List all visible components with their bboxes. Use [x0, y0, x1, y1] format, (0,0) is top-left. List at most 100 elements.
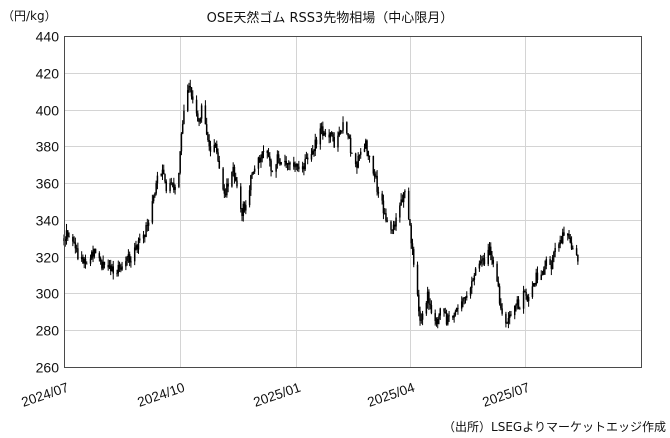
candle-body	[492, 260, 495, 264]
candle-body	[112, 266, 114, 274]
candle-body	[197, 113, 199, 122]
candle-body	[558, 244, 560, 249]
candle-body	[411, 243, 414, 250]
candle-body	[541, 274, 544, 276]
y-tick-label: 400	[36, 103, 60, 119]
candle-body	[286, 163, 289, 165]
candle-body	[349, 137, 352, 153]
candle-body	[127, 254, 130, 258]
candle-body	[567, 233, 569, 236]
candle-body	[491, 255, 493, 261]
candle-body	[394, 224, 396, 227]
candle-body	[363, 148, 366, 152]
candle-body	[313, 150, 315, 152]
candle-body	[522, 291, 525, 309]
candle-body	[526, 295, 529, 302]
candle-body	[358, 154, 361, 156]
y-tick-label: 380	[36, 139, 60, 155]
candle-body	[147, 222, 150, 226]
candle-body	[67, 230, 69, 237]
candle-body	[231, 172, 233, 187]
candle-body	[199, 118, 202, 122]
candle-body	[116, 273, 118, 275]
candle-body	[373, 173, 376, 177]
candle-body	[169, 183, 171, 192]
candle-body	[155, 183, 157, 194]
candle-body	[186, 90, 189, 111]
candle-body	[303, 166, 305, 170]
candle-body	[188, 86, 190, 91]
candle-body	[241, 208, 243, 216]
candle-body	[372, 155, 375, 174]
candle-body	[236, 180, 238, 187]
candle-body	[232, 166, 234, 173]
candle-body	[310, 154, 313, 160]
candle-body	[497, 281, 500, 287]
candle-body	[551, 257, 554, 269]
candle-body	[487, 249, 489, 265]
candle-body	[280, 162, 282, 165]
candle-body	[257, 157, 260, 169]
candle-body	[332, 134, 334, 137]
candle-body	[216, 143, 218, 153]
candle-body	[266, 150, 269, 153]
candle-body	[385, 213, 387, 221]
chart-title: OSE天然ゴム RSS3先物相場（中心限月）	[207, 10, 454, 26]
candle-body	[386, 220, 388, 222]
candle-body	[102, 261, 104, 269]
candle-body	[563, 232, 565, 236]
candle-body	[490, 246, 492, 256]
candle-body	[473, 275, 476, 280]
price-candles	[63, 79, 579, 329]
candle-body	[162, 169, 165, 175]
candle-body	[354, 153, 357, 165]
candle-body	[120, 267, 122, 270]
candle-body	[128, 254, 131, 263]
candle-body	[543, 269, 545, 275]
candle-body	[575, 248, 578, 255]
candle-body	[226, 183, 228, 196]
candle-body	[130, 261, 132, 263]
candle-body	[500, 303, 502, 309]
candle-body	[419, 311, 421, 321]
candle-body	[250, 175, 252, 191]
candle-body	[262, 150, 265, 152]
candle-body	[222, 168, 224, 190]
candle-body	[410, 225, 412, 244]
y-axis: 260 280 300 320 340 360 380 400 420 440	[36, 29, 60, 376]
candle-body	[474, 268, 477, 276]
candle-body	[224, 193, 227, 196]
candle-body	[356, 164, 358, 168]
candle-body	[253, 168, 256, 172]
candle-body	[91, 251, 93, 259]
candle-body	[223, 189, 226, 194]
candle-body	[258, 157, 261, 163]
y-tick-label: 440	[36, 29, 60, 45]
candle-body	[471, 281, 473, 288]
candle-body	[472, 279, 474, 282]
candle-body	[279, 158, 281, 165]
candle-body	[161, 169, 164, 174]
candle-body	[233, 166, 236, 178]
candle-body	[160, 173, 162, 176]
candle-body	[460, 301, 463, 309]
candle-body	[531, 286, 534, 298]
candle-body	[214, 143, 217, 145]
candle-body	[217, 152, 219, 161]
candle-body	[534, 283, 536, 285]
candle-body	[82, 256, 84, 264]
candle-body	[245, 205, 247, 211]
candle-body	[269, 156, 271, 161]
candle-body	[452, 315, 454, 318]
candle-body	[271, 170, 274, 172]
candle-body	[121, 266, 123, 270]
candle-body	[111, 266, 113, 272]
candle-body	[536, 272, 539, 280]
candle-body	[535, 272, 537, 285]
candle-body	[213, 144, 215, 152]
candle-body	[72, 236, 74, 242]
candle-body	[428, 291, 430, 304]
candle-body	[339, 130, 342, 133]
y-tick-label: 420	[36, 66, 60, 82]
